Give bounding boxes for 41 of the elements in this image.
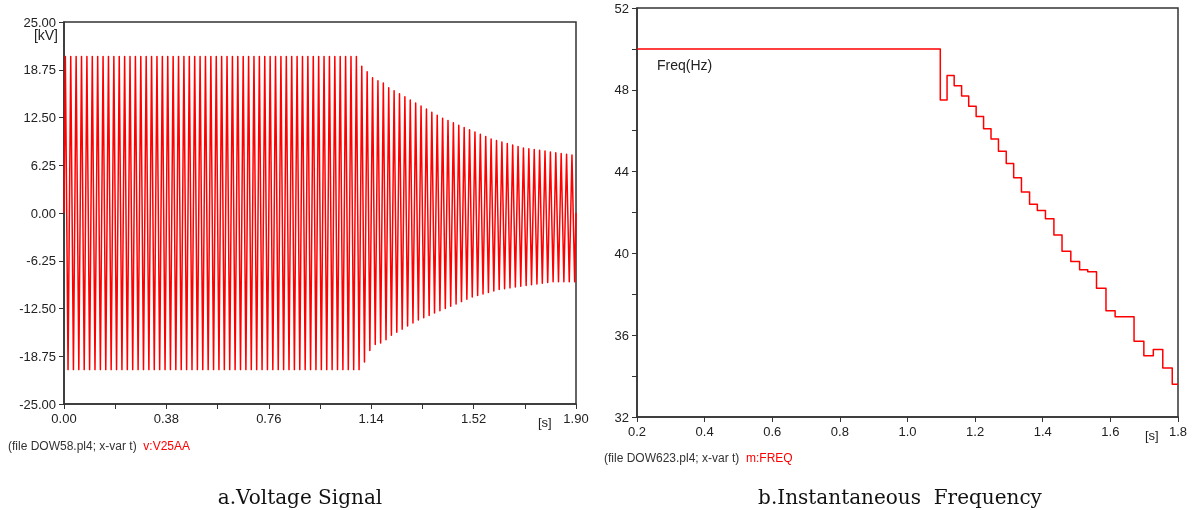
x-axis-title: [s] — [538, 415, 552, 430]
y-tick-label: 36 — [614, 327, 629, 343]
y-tick-label: 40 — [614, 245, 629, 261]
y-axis-title: [kV] — [33, 27, 59, 43]
text: (file DOW623.pl4; x-var t) — [604, 451, 740, 465]
x-tick-label: 0.76 — [256, 411, 282, 426]
x-tick-label: 1.2 — [966, 424, 985, 439]
x-tick-label: 1.6 — [1101, 424, 1120, 439]
x-tick-label: 0.6 — [763, 424, 782, 439]
x-tick-label: 1.4 — [1033, 424, 1052, 439]
x-tick-label: 1.52 — [460, 411, 487, 426]
y-tick-label: 0.00 — [30, 205, 56, 221]
text: a.Voltage Signal — [217, 485, 383, 509]
x-tick-label: 0.00 — [51, 411, 77, 426]
text: (file DOW58.pl4; x-var t) — [8, 439, 137, 453]
y-tick-label: 52 — [614, 0, 629, 16]
y-tick-label: 12.50 — [23, 110, 56, 125]
text: v:V25AA — [143, 439, 191, 453]
x-tick-label: 1.14 — [358, 411, 384, 426]
y-tick-label: 18.75 — [23, 62, 56, 78]
x-tick-label: 1.90 — [563, 411, 589, 426]
y-tick-label: 25.00 — [23, 14, 56, 30]
x-tick-label: 0.4 — [695, 424, 714, 439]
text: b.Instantaneous Frequency — [758, 485, 1043, 509]
y-tick-label: -25.00 — [19, 396, 56, 412]
y-tick-label: 6.25 — [30, 157, 56, 173]
line-series — [63, 55, 577, 371]
y-axis-title: Freq(Hz) — [657, 57, 713, 73]
x-tick-label: 0.2 — [627, 424, 647, 439]
x-axis-title: [s] — [1145, 428, 1159, 443]
y-tick-label: 44 — [614, 164, 629, 180]
x-tick-label: 0.8 — [830, 424, 849, 439]
x-tick-label: 0.38 — [153, 411, 180, 426]
y-tick-label: -6.25 — [26, 253, 56, 269]
text: m:FREQ — [746, 451, 793, 465]
y-tick-label: 48 — [614, 82, 629, 98]
x-tick-label: 1.0 — [898, 424, 917, 439]
y-tick-label: -18.75 — [19, 348, 56, 364]
x-tick-label: 1.8 — [1168, 424, 1188, 439]
y-tick-label: -12.50 — [19, 301, 56, 316]
y-tick-label: 32 — [614, 409, 629, 425]
